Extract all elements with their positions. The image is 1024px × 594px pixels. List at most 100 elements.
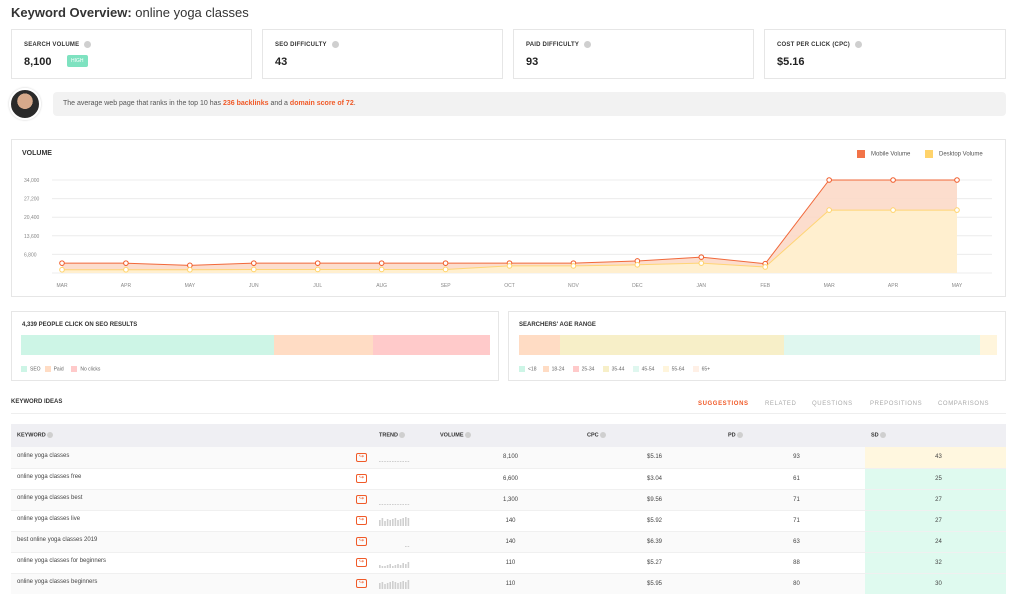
info-icon[interactable] <box>737 432 744 439</box>
info-icon[interactable] <box>399 432 406 439</box>
col-trend[interactable]: TREND <box>373 424 434 447</box>
mobile-volume-point[interactable] <box>890 177 896 183</box>
clicks-segment[interactable] <box>274 335 373 355</box>
table-row[interactable]: online yoga classes best ↪ 1,300 $9.56 71… <box>11 489 1006 511</box>
keyword-cell[interactable]: online yoga classes best ↪ <box>11 489 373 511</box>
legend-swatch <box>602 366 609 372</box>
external-link-icon[interactable]: ↪ <box>356 537 367 546</box>
keyword-cell[interactable]: online yoga classes ↪ <box>11 447 373 469</box>
desktop-volume-point[interactable] <box>890 207 896 213</box>
keyword-text[interactable]: online yoga classes <box>17 452 70 459</box>
age-segment[interactable] <box>784 335 981 355</box>
x-tick-label: MAY <box>952 283 963 289</box>
info-icon[interactable] <box>47 432 54 439</box>
clicks-segment[interactable] <box>21 335 275 355</box>
external-link-icon[interactable]: ↪ <box>356 579 367 588</box>
mobile-volume-point[interactable] <box>698 254 705 260</box>
keyword-text[interactable]: online yoga classes for beginners <box>17 558 107 564</box>
info-icon[interactable] <box>84 41 92 48</box>
trend-bar <box>389 581 391 589</box>
desktop-volume-point[interactable] <box>826 207 832 213</box>
external-link-icon[interactable]: ↪ <box>356 495 367 504</box>
age-segment[interactable] <box>519 335 560 355</box>
volume-cell: 140 <box>434 531 581 553</box>
keyword-cell[interactable]: online yoga classes free ↪ <box>11 468 373 490</box>
mobile-volume-point[interactable] <box>378 260 385 266</box>
desktop-volume-point[interactable] <box>506 263 513 269</box>
table-row[interactable]: best online yoga classes 2019 ↪ 140 $6.39… <box>11 531 1006 553</box>
legend-swatch <box>519 366 525 372</box>
legend-label: 45-54 <box>641 366 655 373</box>
desktop-volume-point[interactable] <box>187 266 193 273</box>
desktop-volume-point[interactable] <box>442 266 449 273</box>
info-icon[interactable] <box>855 41 862 48</box>
mobile-volume-point[interactable] <box>123 260 129 266</box>
y-tick-label: 34,000 <box>24 178 40 184</box>
volume-panel: VOLUME Mobile Volume Desktop Volume 34,0… <box>11 139 1006 297</box>
desktop-volume-point[interactable] <box>954 207 960 213</box>
tab-questions[interactable]: QUESTIONS <box>812 401 853 407</box>
tab-prepositions[interactable]: PREPOSITIONS <box>870 401 923 407</box>
keyword-cell[interactable]: online yoga classes beginners ↪ <box>11 573 373 594</box>
tab-comparisons[interactable]: COMPARISONS <box>938 401 990 407</box>
desktop-volume-point[interactable] <box>634 261 641 268</box>
mobile-volume-point[interactable] <box>954 177 960 183</box>
clicks-segment[interactable] <box>372 335 490 355</box>
col-keyword[interactable]: KEYWORD <box>11 424 373 447</box>
age-segment[interactable] <box>980 335 997 355</box>
info-icon[interactable] <box>584 41 592 48</box>
table-row[interactable]: online yoga classes live ↪ 140 $5.92 71 2… <box>11 510 1006 532</box>
desktop-volume-point[interactable] <box>762 264 769 270</box>
desktop-volume-point[interactable] <box>250 266 257 273</box>
keyword-text[interactable]: online yoga classes best <box>17 495 83 501</box>
keyword-cell[interactable]: online yoga classes live ↪ <box>11 510 373 532</box>
table-row[interactable]: online yoga classes free ↪ 6,600 $3.04 61… <box>11 468 1006 490</box>
table-row[interactable]: online yoga classes beginners ↪ 110 $5.95… <box>11 573 1006 594</box>
col-volume[interactable]: VOLUME <box>434 424 581 447</box>
legend-mobile[interactable]: Mobile Volume <box>857 150 910 158</box>
mobile-volume-point[interactable] <box>826 177 832 183</box>
legend-label: Paid <box>53 366 64 373</box>
trend-sparkline <box>405 545 410 547</box>
tab-related[interactable]: RELATED <box>765 401 797 407</box>
volume-cell: 8,100 <box>434 447 581 469</box>
mobile-volume-point[interactable] <box>442 260 449 266</box>
age-segment[interactable] <box>559 335 785 355</box>
legend-label: No clicks <box>80 366 101 373</box>
col-sd[interactable]: SD <box>865 424 1006 447</box>
col-cpc[interactable]: CPC <box>581 424 722 447</box>
keyword-text[interactable]: online yoga classes live <box>17 516 81 522</box>
desktop-volume-point[interactable] <box>698 260 705 266</box>
external-link-icon[interactable]: ↪ <box>356 558 367 567</box>
table-row[interactable]: online yoga classes for beginners ↪ 110 $… <box>11 552 1006 574</box>
desktop-volume-point[interactable] <box>123 266 129 273</box>
tab-suggestions[interactable]: SUGGESTIONS <box>698 401 749 407</box>
legend-swatch <box>542 366 549 372</box>
keyword-text[interactable]: online yoga classes free <box>17 474 82 480</box>
external-link-icon[interactable]: ↪ <box>356 474 367 483</box>
desktop-volume-point[interactable] <box>378 266 385 273</box>
trend-cell <box>373 552 434 574</box>
col-pd[interactable]: PD <box>722 424 865 447</box>
insight-message: The average web page that ranks in the t… <box>53 92 1006 116</box>
keyword-cell[interactable]: online yoga classes for beginners ↪ <box>11 552 373 574</box>
info-icon[interactable] <box>880 432 887 439</box>
desktop-volume-point[interactable] <box>570 263 577 269</box>
age-legend-item: 25-34 <box>572 366 594 372</box>
desktop-volume-point[interactable] <box>314 266 321 273</box>
external-link-icon[interactable]: ↪ <box>356 516 367 525</box>
keyword-text[interactable]: online yoga classes beginners <box>17 579 98 585</box>
desktop-volume-point[interactable] <box>59 266 65 273</box>
keyword-text[interactable]: best online yoga classes 2019 <box>17 537 98 543</box>
insight-mid: and a <box>270 100 288 107</box>
mobile-volume-point[interactable] <box>59 260 65 266</box>
mobile-volume-point[interactable] <box>250 260 257 266</box>
info-icon[interactable] <box>331 41 339 48</box>
keyword-cell[interactable]: best online yoga classes 2019 ↪ <box>11 531 373 553</box>
info-icon[interactable] <box>600 432 607 439</box>
legend-desktop[interactable]: Desktop Volume <box>925 150 983 158</box>
external-link-icon[interactable]: ↪ <box>356 452 367 462</box>
mobile-volume-point[interactable] <box>314 260 321 266</box>
table-row[interactable]: online yoga classes ↪ 8,100 $5.16 93 43 <box>11 447 1006 469</box>
info-icon[interactable] <box>465 432 472 439</box>
